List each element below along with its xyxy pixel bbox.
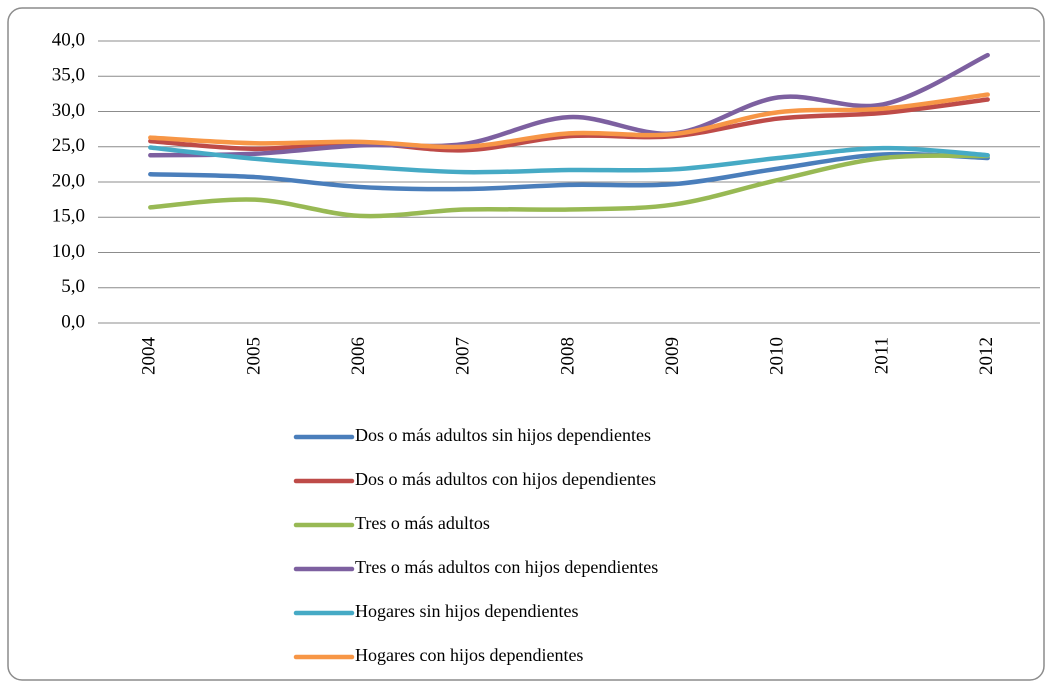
legend-label: Dos o más adultos sin hijos dependientes: [355, 425, 651, 445]
legend-label: Tres o más adultos: [355, 513, 490, 533]
legend-label: Dos o más adultos con hijos dependientes: [355, 469, 656, 489]
y-tick-label: 20,0: [52, 170, 85, 191]
series-line: [148, 52, 990, 158]
series-line: [148, 153, 990, 219]
series-line: [148, 97, 990, 153]
x-tick-label: 2012: [976, 337, 997, 375]
x-tick-label: 2011: [871, 337, 892, 374]
x-tick-label: 2004: [139, 337, 160, 376]
y-tick-label: 5,0: [61, 276, 85, 297]
y-tick-label: 25,0: [52, 135, 85, 156]
x-tick-label: 2009: [662, 337, 683, 375]
series-line: [148, 151, 990, 192]
y-tick-label: 0,0: [61, 311, 85, 332]
x-tick-label: 2007: [453, 337, 474, 375]
x-tick-label: 2005: [243, 337, 264, 375]
legend-label: Hogares sin hijos dependientes: [355, 601, 578, 621]
y-tick-label: 10,0: [52, 241, 85, 262]
legend-label: Tres o más adultos con hijos dependiente…: [355, 557, 658, 577]
legend-label: Hogares con hijos dependientes: [355, 645, 583, 665]
y-tick-label: 40,0: [52, 29, 85, 50]
x-tick-label: 2006: [348, 337, 369, 375]
legend: Dos o más adultos sin hijos dependientes…: [293, 425, 658, 665]
y-tick-label: 35,0: [52, 65, 85, 86]
series-line: [148, 92, 990, 150]
x-tick-label: 2008: [557, 337, 578, 375]
y-tick-label: 15,0: [52, 206, 85, 227]
y-tick-label: 30,0: [52, 100, 85, 121]
x-tick-label: 2010: [767, 337, 788, 375]
series-line: [148, 145, 990, 175]
